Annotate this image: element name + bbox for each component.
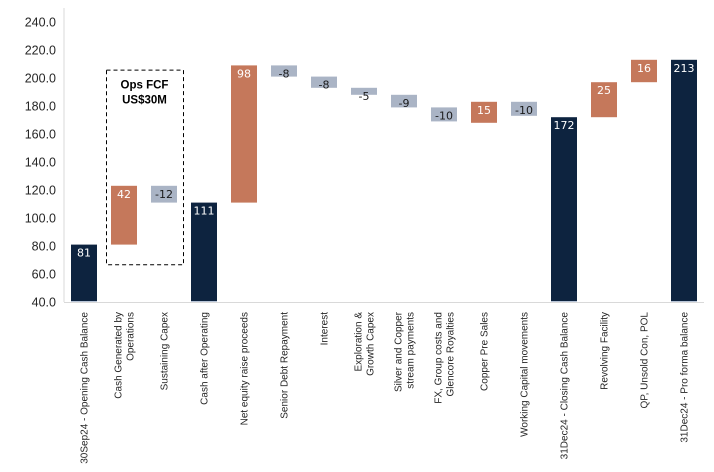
x-tick-labels: 30Sep24 - Opening Cash Balance Cash Gener… bbox=[80, 311, 691, 463]
x-tick-label: Net equity raise proceeds bbox=[240, 312, 251, 425]
x-tick-label-line: 30Sep24 - Opening Cash Balance bbox=[80, 312, 91, 464]
data-label: 111 bbox=[194, 205, 215, 218]
y-tick-label: 40.0 bbox=[32, 296, 56, 310]
x-tick-label: Cash Generated by Operations bbox=[114, 312, 137, 399]
y-tick-label: 240.0 bbox=[25, 16, 56, 30]
data-label: 25 bbox=[597, 84, 611, 97]
x-tick-label-line: 31Dec24 - Closing Cash Balance bbox=[560, 312, 571, 460]
data-label: 15 bbox=[477, 104, 491, 117]
ops-fcf-annotation-text: US$30M bbox=[122, 95, 167, 107]
data-label: -10 bbox=[435, 109, 453, 122]
data-labels: 81 42 -12 111 98 -8 -8 -5 -9 -10 15 -10 172 25 16 213 bbox=[77, 62, 695, 260]
x-tick-label: Copper Pre Sales bbox=[480, 312, 491, 391]
data-label: -5 bbox=[359, 90, 370, 103]
x-tick-label-line: Net equity raise proceeds bbox=[240, 312, 251, 425]
bar-decrease bbox=[311, 76, 337, 88]
x-tick-label: Working Capital movements bbox=[520, 312, 531, 437]
x-tick-label-line: Senior Debt Repayment bbox=[280, 312, 291, 419]
data-label: 213 bbox=[674, 62, 695, 75]
x-tick-label-line: 31Dec24 - Pro forma balance bbox=[680, 312, 691, 443]
x-tick-label: Sustaining Capex bbox=[160, 312, 171, 390]
x-tick-label: Silver and Copper stream payments bbox=[394, 311, 417, 392]
y-tick-label: 180.0 bbox=[25, 100, 56, 114]
bar-increase bbox=[471, 101, 497, 123]
x-tick-label-line: Cash Generated by bbox=[114, 312, 125, 399]
x-tick-label-line: QP, Unsold Con, POL bbox=[640, 312, 651, 409]
bar-increase bbox=[631, 59, 657, 83]
x-tick-label: Exploration & Growth Capex bbox=[354, 312, 377, 376]
x-tick-label-line: FX, Group costs and bbox=[434, 312, 445, 404]
bar-decrease bbox=[271, 65, 297, 77]
x-tick-label: 31Dec24 - Closing Cash Balance bbox=[560, 312, 571, 460]
bar-increase bbox=[111, 185, 137, 245]
bar-decrease bbox=[151, 185, 177, 203]
data-label: -10 bbox=[515, 104, 533, 117]
data-label: -8 bbox=[279, 67, 290, 80]
x-tick-label-line: Copper Pre Sales bbox=[480, 312, 491, 391]
bar-total bbox=[551, 117, 577, 302]
x-tick-label: Senior Debt Repayment bbox=[280, 312, 291, 419]
y-tick-label: 220.0 bbox=[25, 44, 56, 58]
y-tick-label: 140.0 bbox=[25, 156, 56, 170]
data-label: 42 bbox=[117, 188, 131, 201]
x-tick-label-line: Exploration & bbox=[354, 312, 365, 372]
x-tick-label: QP, Unsold Con, POL bbox=[640, 312, 651, 409]
x-tick-label-line: Operations bbox=[126, 312, 137, 361]
data-label: 98 bbox=[237, 67, 251, 80]
data-label: 81 bbox=[77, 247, 91, 260]
x-tick-label-line: Sustaining Capex bbox=[160, 312, 171, 390]
y-tick-label: 100.0 bbox=[25, 212, 56, 226]
x-tick-label-line: Growth Capex bbox=[366, 312, 377, 376]
x-tick-label: 31Dec24 - Pro forma balance bbox=[680, 312, 691, 443]
y-tick-label: 60.0 bbox=[32, 268, 56, 282]
x-tick-label: 30Sep24 - Opening Cash Balance bbox=[80, 312, 91, 464]
x-tick-label: FX, Group costs and Glencore Royalties bbox=[434, 312, 457, 404]
y-tick-label: 120.0 bbox=[25, 184, 56, 198]
bar-increase bbox=[231, 65, 257, 203]
bar-decrease bbox=[351, 87, 377, 95]
x-tick-label: Cash after Operating bbox=[200, 312, 211, 405]
x-tick-label-line: Working Capital movements bbox=[520, 312, 531, 437]
data-label: 16 bbox=[637, 62, 651, 75]
bar-decrease bbox=[391, 94, 417, 108]
data-label: -8 bbox=[319, 79, 330, 92]
x-tick-label: Revolving Facility bbox=[600, 312, 611, 390]
annotations: Ops FCF US$30M bbox=[106, 69, 184, 266]
bars bbox=[71, 59, 697, 302]
bar-total bbox=[671, 59, 697, 302]
x-tick-label-line: Silver and Copper bbox=[394, 311, 405, 392]
x-tick-label-line: Revolving Facility bbox=[600, 312, 611, 390]
data-label: -9 bbox=[399, 97, 410, 110]
data-label: -12 bbox=[155, 188, 173, 201]
y-axis: 40.0 60.0 80.0 100.0 120.0 140.0 160.0 180.0 200… bbox=[25, 8, 65, 310]
data-label: 172 bbox=[554, 119, 575, 132]
y-tick-label: 80.0 bbox=[32, 240, 56, 254]
x-tick-label-line: Interest bbox=[320, 312, 331, 346]
bar-increase bbox=[591, 82, 617, 118]
x-tick-label: Interest bbox=[320, 312, 331, 346]
x-tick-label-line: stream payments bbox=[406, 312, 417, 389]
x-tick-label-line: Glencore Royalties bbox=[446, 312, 457, 396]
y-tick-label: 160.0 bbox=[25, 128, 56, 142]
ops-fcf-annotation-text: Ops FCF bbox=[121, 80, 169, 92]
bar-total bbox=[71, 244, 97, 302]
bar-decrease bbox=[511, 101, 537, 116]
y-tick-label: 200.0 bbox=[25, 72, 56, 86]
ops-fcf-annotation-box bbox=[106, 69, 184, 266]
x-tick-label-line: Cash after Operating bbox=[200, 312, 211, 405]
bar-decrease bbox=[431, 107, 457, 122]
bar-total bbox=[191, 202, 217, 302]
